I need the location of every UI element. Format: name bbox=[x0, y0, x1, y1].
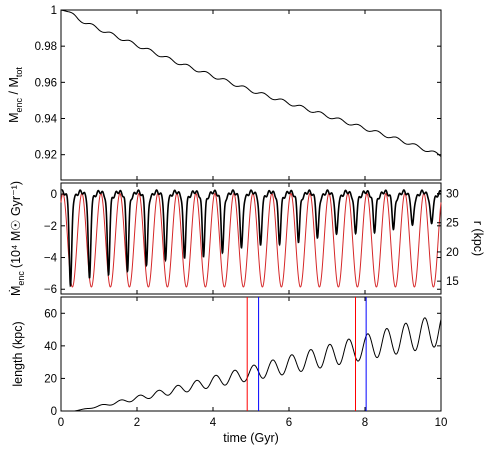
top-ytick-label: 0.96 bbox=[35, 77, 57, 89]
radius-line bbox=[60, 192, 442, 288]
bot-xtick-label: 0 bbox=[58, 417, 64, 429]
bot-xtick-label: 4 bbox=[210, 417, 217, 429]
middle-ylabel-right: r (kpc) bbox=[471, 221, 485, 256]
middle-panel: 0 −2 −4 −6 30 25 20 15 bbox=[44, 183, 459, 296]
mid-right-ytick-label: 15 bbox=[446, 276, 459, 288]
middle-ylabel-left: Ṁenc(10⁴ M☉ Gyr⁻¹) bbox=[9, 181, 26, 296]
bot-xtick-label: 8 bbox=[362, 417, 368, 429]
mid-right-ytick-label: 25 bbox=[446, 218, 459, 230]
top-panel: 1 0.98 0.96 0.94 0.92 bbox=[35, 5, 442, 180]
mid-left-ytick-label: 0 bbox=[51, 189, 57, 201]
length-line bbox=[74, 317, 442, 412]
mid-left-ytick-label: −4 bbox=[44, 253, 58, 265]
bot-ytick-label: 60 bbox=[44, 308, 57, 320]
bottom-panel-frame bbox=[60, 296, 442, 412]
bot-xtick-label: 10 bbox=[435, 417, 448, 429]
bottom-panel: 60 40 20 00 2 4 6 8 10 bbox=[44, 297, 447, 429]
mid-left-ytick-label: −6 bbox=[44, 284, 57, 296]
top-panel-frame bbox=[60, 9, 442, 181]
mid-left-ytick-label: −2 bbox=[44, 221, 57, 233]
bot-ytick-label: 0 bbox=[51, 406, 57, 418]
top-ylabel: Menc / Mtot bbox=[7, 67, 24, 123]
top-ytick-label: 0.98 bbox=[35, 41, 57, 53]
mdot-line bbox=[61, 189, 442, 288]
bottom-ylabel: length (kpc) bbox=[11, 321, 25, 386]
bot-ytick-label: 20 bbox=[44, 373, 57, 385]
mid-right-ytick-label: 20 bbox=[446, 247, 459, 259]
mid-right-ytick-label: 30 bbox=[446, 189, 459, 201]
top-ytick-label: 0.94 bbox=[35, 114, 58, 126]
bot-xtick-label: 6 bbox=[286, 417, 292, 429]
x-axis-label: time (Gyr) bbox=[223, 431, 279, 445]
top-ytick-label: 1 bbox=[51, 5, 57, 17]
top-ytick-label: 0.92 bbox=[35, 150, 57, 162]
middle-panel-frame bbox=[60, 182, 442, 295]
bot-ytick-label: 40 bbox=[44, 341, 57, 353]
mass-ratio-line bbox=[60, 9, 442, 157]
bot-xtick-label: 2 bbox=[134, 417, 140, 429]
